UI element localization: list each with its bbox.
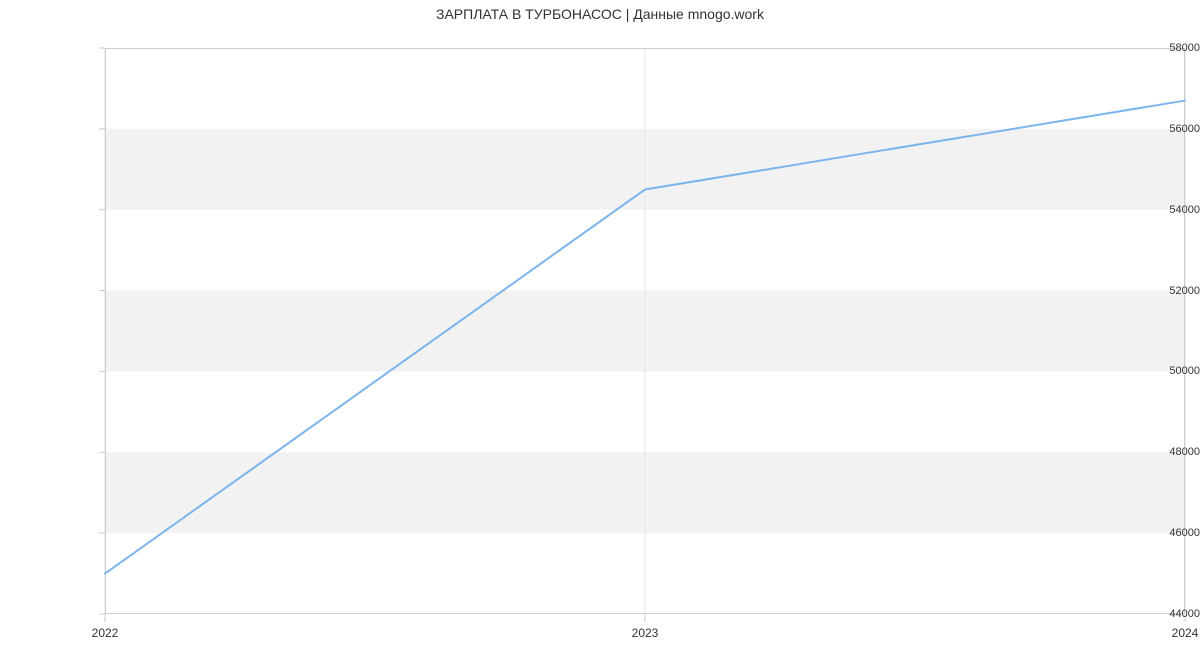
x-tick-label: 2023 [632, 626, 659, 640]
y-tick-label: 54000 [1105, 204, 1200, 216]
chart-title: ЗАРПЛАТА В ТУРБОНАСОС | Данные mnogo.wor… [0, 6, 1200, 22]
y-tick-label: 50000 [1105, 365, 1200, 377]
y-tick-label: 56000 [1105, 123, 1200, 135]
x-tick-label: 2024 [1172, 626, 1199, 640]
salary-line-chart: ЗАРПЛАТА В ТУРБОНАСОС | Данные mnogo.wor… [0, 0, 1200, 650]
y-tick-label: 46000 [1105, 527, 1200, 539]
y-tick-label: 48000 [1105, 446, 1200, 458]
chart-svg [0, 0, 1200, 650]
y-tick-label: 58000 [1105, 42, 1200, 54]
y-tick-label: 52000 [1105, 285, 1200, 297]
x-tick-label: 2022 [92, 626, 119, 640]
y-tick-label: 44000 [1105, 608, 1200, 620]
